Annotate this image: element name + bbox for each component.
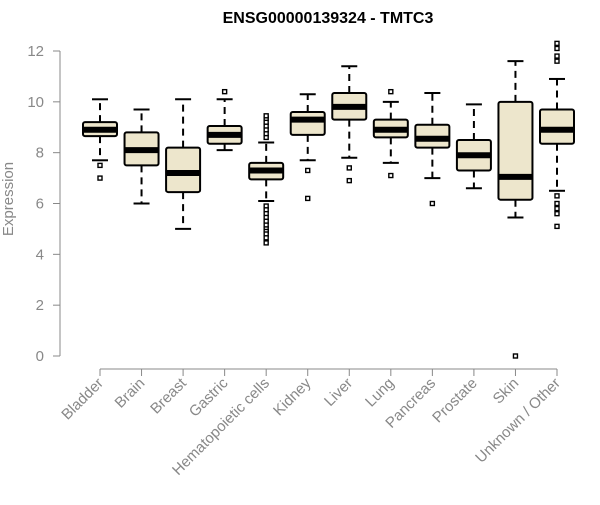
outlier-point: [554, 45, 560, 52]
box-group: [455, 103, 492, 190]
outlier-point: [263, 235, 269, 241]
box-group: [206, 88, 243, 152]
box-group: [331, 65, 368, 184]
outlier-point: [554, 53, 560, 59]
box-group: [82, 98, 118, 181]
outlier-point: [554, 40, 560, 47]
y-tick-label: 2: [36, 297, 44, 314]
y-axis: 0 2 4 6 8 10 12: [27, 43, 61, 365]
x-tick-label: Brain: [112, 375, 149, 412]
outlier-point: [554, 205, 560, 212]
outlier-point: [388, 88, 394, 95]
outlier-point: [305, 195, 311, 202]
outlier-point: [97, 175, 103, 181]
iqr-box: [289, 111, 326, 136]
outlier-point: [263, 113, 269, 119]
outlier-point: [305, 167, 311, 174]
y-tick-label: 8: [36, 145, 44, 162]
outlier-point: [429, 200, 436, 207]
outlier-point: [346, 177, 352, 184]
iqr-box: [497, 100, 534, 201]
x-tick-label: Kidney: [270, 374, 315, 419]
outlier-point: [554, 193, 560, 199]
outlier-point: [554, 200, 560, 207]
box-group: [497, 60, 534, 359]
box-group: [289, 93, 326, 202]
iqr-box: [165, 146, 202, 194]
x-tick-label: Prostate: [429, 375, 481, 427]
outlier-point: [512, 353, 519, 359]
outlier-point: [221, 88, 228, 95]
outlier-point: [554, 210, 560, 217]
x-tick-label: Skin: [490, 375, 523, 408]
box-group: [165, 98, 202, 230]
iqr-box: [539, 108, 575, 145]
outlier-point: [554, 223, 560, 230]
y-tick-label: 6: [36, 196, 44, 213]
box-group: [414, 91, 451, 207]
y-tick-label: 0: [36, 348, 44, 365]
outlier-point: [554, 58, 560, 64]
y-tick-label: 4: [36, 246, 44, 263]
y-axis-label: Expression: [0, 162, 17, 236]
x-tick-label: Liver: [321, 375, 356, 410]
box-group: [248, 113, 285, 246]
outlier-point: [388, 172, 394, 179]
x-tick-label: Lung: [362, 375, 398, 411]
x-tick-label: Bladder: [58, 375, 107, 424]
box-group: [539, 40, 575, 230]
outlier-point: [346, 165, 352, 171]
box-group: [123, 108, 160, 205]
y-tick-label: 12: [27, 43, 44, 60]
box-series: [82, 40, 575, 359]
y-tick-label: 10: [27, 94, 44, 111]
outlier-point: [97, 162, 103, 169]
x-tick-label: Breast: [147, 374, 190, 417]
chart-title: ENSG00000139324 - TMTC3: [223, 10, 434, 27]
box-group: [372, 88, 409, 179]
outlier-point: [263, 240, 269, 246]
